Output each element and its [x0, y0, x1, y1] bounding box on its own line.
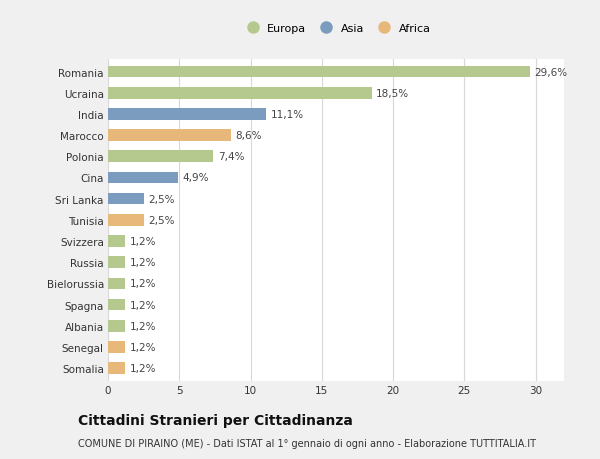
Text: COMUNE DI PIRAINO (ME) - Dati ISTAT al 1° gennaio di ogni anno - Elaborazione TU: COMUNE DI PIRAINO (ME) - Dati ISTAT al 1…	[78, 438, 536, 448]
Bar	[108, 151, 214, 163]
Text: 1,2%: 1,2%	[130, 300, 156, 310]
Text: 1,2%: 1,2%	[130, 363, 156, 373]
Text: 8,6%: 8,6%	[235, 131, 262, 141]
Text: 11,1%: 11,1%	[271, 110, 304, 120]
Text: 1,2%: 1,2%	[130, 257, 156, 268]
Bar	[108, 363, 125, 374]
Bar	[108, 172, 178, 184]
Text: 1,2%: 1,2%	[130, 236, 156, 246]
Bar	[108, 235, 125, 247]
Bar	[108, 193, 143, 205]
Bar	[108, 214, 143, 226]
Bar	[108, 109, 266, 120]
Bar	[108, 67, 530, 78]
Text: 4,9%: 4,9%	[182, 173, 209, 183]
Bar	[108, 299, 125, 311]
Text: Cittadini Stranieri per Cittadinanza: Cittadini Stranieri per Cittadinanza	[78, 413, 353, 427]
Text: 2,5%: 2,5%	[148, 194, 175, 204]
Text: 1,2%: 1,2%	[130, 342, 156, 352]
Legend: Europa, Asia, Africa: Europa, Asia, Africa	[238, 20, 434, 37]
Text: 7,4%: 7,4%	[218, 152, 244, 162]
Text: 29,6%: 29,6%	[534, 67, 567, 78]
Bar	[108, 257, 125, 269]
Text: 1,2%: 1,2%	[130, 321, 156, 331]
Text: 2,5%: 2,5%	[148, 215, 175, 225]
Bar	[108, 320, 125, 332]
Bar	[108, 278, 125, 290]
Text: 18,5%: 18,5%	[376, 89, 409, 99]
Bar	[108, 130, 230, 141]
Bar	[108, 88, 371, 99]
Text: 1,2%: 1,2%	[130, 279, 156, 289]
Bar	[108, 341, 125, 353]
